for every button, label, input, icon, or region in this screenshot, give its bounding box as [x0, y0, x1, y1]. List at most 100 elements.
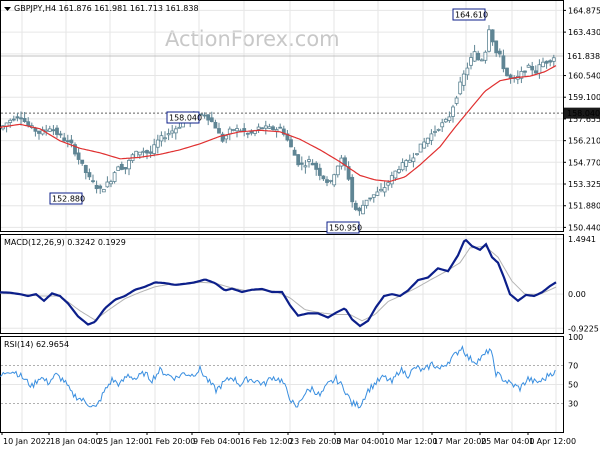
price-annotation-label: 152.880 — [52, 195, 85, 204]
candle-body — [292, 149, 297, 156]
macd-axis-label: 0.00 — [568, 290, 586, 299]
candle-body — [361, 204, 365, 215]
rsi-title: RSI(14) 62.9654 — [4, 340, 69, 349]
candle-body — [429, 133, 434, 141]
candle-body — [166, 133, 171, 136]
time-axis-label: 10 Jan 2022 — [3, 437, 51, 446]
candle-body — [209, 117, 214, 123]
candle-body — [152, 144, 157, 154]
time-axis-label: 1 Feb 20:00 — [148, 437, 195, 446]
price-annotation-label: 164.610 — [455, 11, 488, 20]
candle-body — [548, 60, 553, 63]
candle-body — [249, 131, 254, 134]
candle-body — [227, 128, 232, 135]
candle-body — [476, 52, 481, 61]
rsi-line — [0, 345, 556, 409]
candle-body — [11, 118, 16, 121]
price-axis-label: 159.100 — [568, 93, 600, 102]
time-axis-label: 3 Mar 04:00 — [336, 437, 384, 446]
dropdown-triangle-icon[interactable] — [4, 7, 11, 11]
candle-body — [415, 153, 419, 156]
candle-body — [44, 129, 49, 132]
candle-body — [65, 140, 70, 142]
candle-body — [310, 162, 315, 166]
candle-body — [422, 141, 427, 149]
macd-axis-label: -0.9225 — [568, 324, 599, 333]
macd-title: MACD(12,26,9) 0.3242 0.1929 — [4, 238, 126, 247]
candle-body — [267, 126, 272, 129]
candle-body — [386, 182, 391, 186]
candle-body — [224, 135, 229, 140]
candle-body — [26, 121, 31, 127]
candle-body — [289, 139, 293, 148]
price-axis-label: 157.655 — [568, 115, 600, 124]
candle-body — [137, 151, 142, 156]
price-axis-label: 156.210 — [568, 137, 600, 146]
price-flag — [564, 50, 600, 62]
candle-body — [357, 207, 362, 212]
time-axis-label: 9 Feb 04:00 — [193, 437, 240, 446]
candle-body — [497, 50, 502, 55]
price-flag — [564, 107, 600, 119]
candle-body — [148, 151, 153, 154]
candle-body — [83, 164, 88, 174]
candle-body — [69, 139, 74, 144]
price-flag-label: 158.040 — [567, 109, 600, 118]
price-panel — [0, 0, 564, 232]
price-axis-label: 164.875 — [568, 6, 600, 15]
candle-body — [487, 29, 491, 52]
price-axis-label: 150.440 — [568, 223, 600, 232]
candle-body — [447, 116, 452, 121]
price-axis-label: 154.770 — [568, 158, 600, 167]
candle-body — [332, 174, 337, 186]
candle-body — [141, 150, 146, 153]
candle-body — [73, 144, 77, 155]
price-axis-label: 153.325 — [568, 180, 600, 189]
candle-body — [19, 117, 23, 120]
candle-body — [213, 121, 218, 129]
candle-body — [523, 70, 527, 73]
macd-panel — [0, 234, 564, 334]
candle-body — [145, 150, 149, 154]
rsi-axis-label: 50 — [568, 381, 578, 390]
price-flag-label: 161.838 — [567, 52, 600, 61]
macd-line — [0, 238, 557, 328]
candle-body — [263, 125, 268, 129]
candle-body — [98, 185, 103, 189]
candle-body — [303, 165, 308, 168]
candle-body — [256, 126, 261, 130]
candle-body — [58, 133, 63, 136]
candle-body — [105, 181, 110, 188]
candle-body — [177, 126, 182, 129]
candle-body — [123, 167, 128, 170]
price-annotation-box — [49, 192, 83, 205]
rsi-axis-label: 70 — [568, 362, 578, 371]
candle-body — [94, 185, 99, 190]
candle-body — [296, 154, 301, 166]
candle-body — [469, 57, 473, 66]
candle-body — [530, 66, 535, 71]
candle-body — [335, 165, 340, 176]
candle-body — [397, 169, 401, 173]
candle-body — [220, 133, 225, 142]
candle-body — [436, 128, 441, 131]
candle-body — [285, 133, 290, 141]
candle-body — [127, 159, 131, 170]
candle-body — [321, 175, 326, 180]
candle-body — [278, 126, 283, 129]
candle-body — [173, 128, 178, 134]
candle-body — [245, 132, 250, 135]
candle-body — [418, 143, 423, 153]
watermark: ActionForex.com — [165, 27, 340, 51]
candle-body — [440, 122, 445, 128]
candle-body — [159, 135, 164, 142]
candle-body — [443, 118, 448, 123]
candle-body — [505, 67, 509, 77]
candle-body — [465, 67, 470, 76]
candle-body — [393, 170, 398, 179]
time-axis-label: 23 Feb 20:00 — [289, 437, 341, 446]
candle-body — [307, 159, 311, 162]
time-axis-label: 17 Mar 20:00 — [433, 437, 486, 446]
time-axis-label: 25 Mar 04:00 — [481, 437, 534, 446]
candle-body — [328, 180, 333, 182]
